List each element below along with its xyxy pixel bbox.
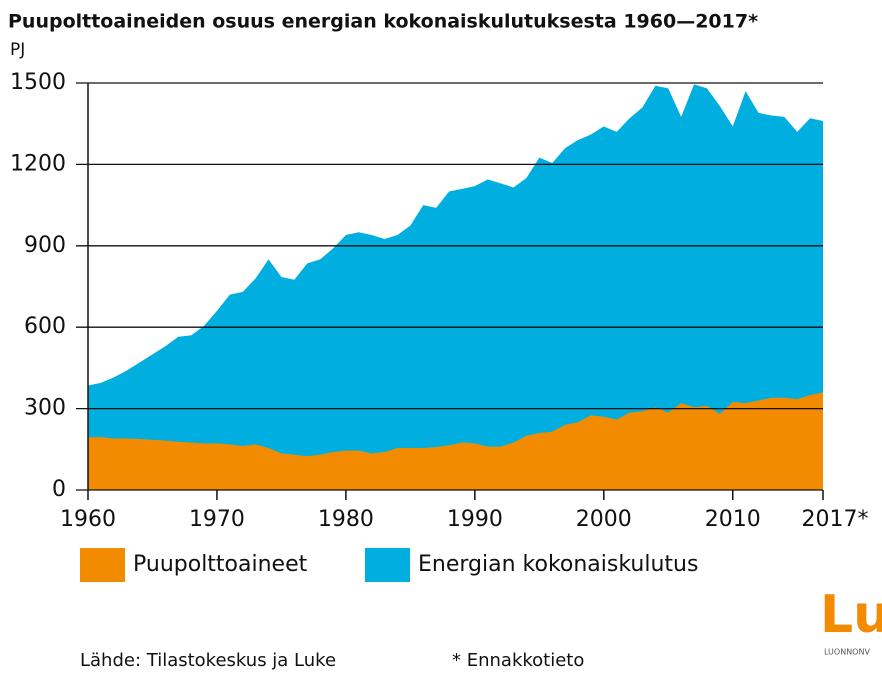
legend-label: Puupolttoaineet [133,552,308,577]
x-tick-label: 1990 [447,507,503,532]
y-tick-label: 300 [24,396,66,421]
x-tick-label: 2000 [576,507,632,532]
y-tick-label: 1200 [10,151,66,176]
logo-sub: LUONNONV [824,648,870,657]
logo: Lu [820,585,882,645]
y-tick-label: 0 [52,477,66,502]
x-tick-label: 2010 [705,507,761,532]
legend-swatch [365,548,410,582]
chart-title: Puupolttoaineiden osuus energian kokonai… [8,11,758,33]
x-tick-label: 1960 [60,507,116,532]
y-tick-label: 900 [24,233,66,258]
x-tick-label: 2017* [802,507,869,532]
area [88,392,823,490]
y-tick-label: 1500 [10,70,66,95]
y-tick-label: 600 [24,314,66,339]
area [88,84,823,491]
legend-swatch [80,548,125,582]
x-tick-label: 1980 [318,507,374,532]
y-unit: PJ [10,40,25,60]
note: * Ennakkotieto [452,650,584,671]
x-tick-label: 1970 [189,507,245,532]
source: Lähde: Tilastokeskus ja Luke [80,650,336,671]
legend-label: Energian kokonaiskulutus [418,552,698,577]
